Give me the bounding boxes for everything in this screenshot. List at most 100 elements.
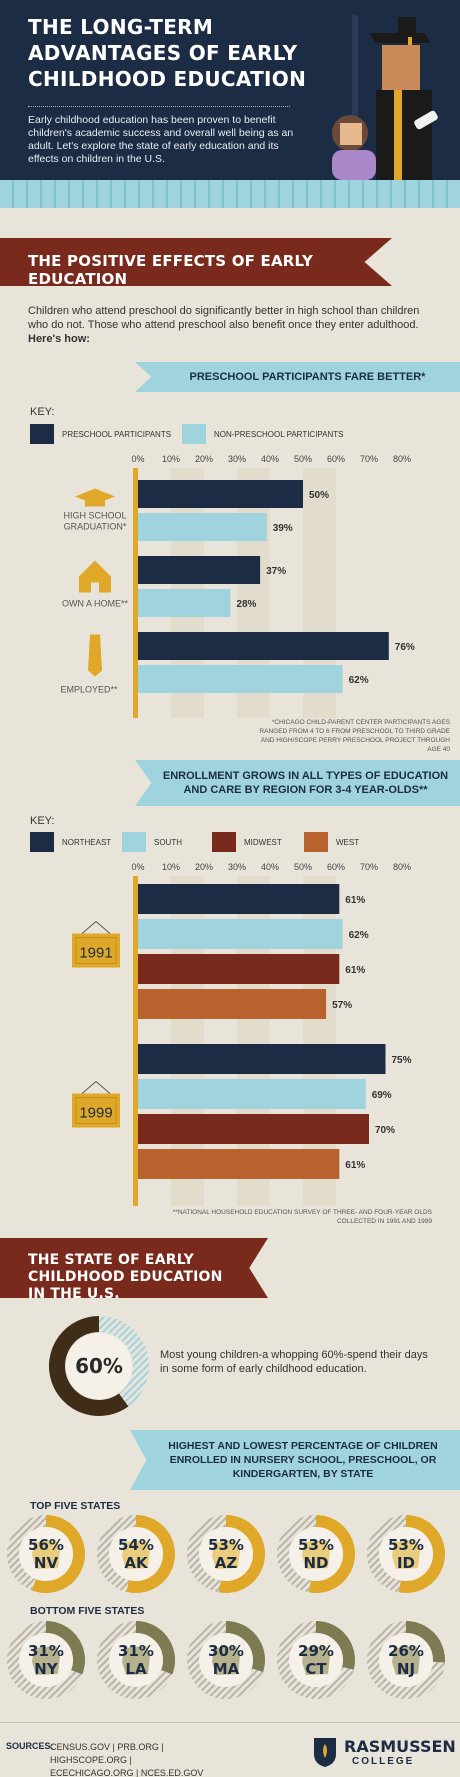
state-shape-icon [32,1646,60,1675]
state-item-id: 53% ID [366,1514,446,1594]
bar-value-label: 62% [349,675,369,686]
x-tick-label: 10% [162,454,180,464]
legend-label-west: WEST [336,837,360,847]
chart1-bar-chart: 0% 10% 20% 30% 40% 50% 60% 70% 80% 50% 39% HIGH SCH… [60,454,415,718]
legend-swatch-south [122,832,146,852]
x-tick-label: 20% [195,862,213,872]
sources-label: SOURCES: [6,1741,54,1751]
sources-list: CENSUS.GOV | PRB.ORG | HIGHSCOPE.ORG | E… [50,1741,230,1777]
chart1-banner: PRESCHOOL PARTICIPANTS FARE BETTER* [135,362,460,392]
legend-swatch-preschool [30,424,54,444]
section1-intro-bold: Here's how: [28,333,90,345]
x-tick-label: 40% [261,454,279,464]
hanger-line [81,1081,97,1094]
bar-non-preschool-participants-1 [138,589,231,617]
state-code: AZ [214,1554,238,1572]
bar-value-label: 61% [345,895,365,906]
bar-value-label: 28% [236,599,256,610]
x-tick-label: 50% [294,862,312,872]
chart2-key-northeast: NORTHEAST [30,832,111,852]
bar-northeast-0 [138,884,340,914]
state-donut-ct [277,1621,355,1699]
state-donut-az [187,1515,265,1593]
state-percent: 31% [118,1642,154,1660]
state-percent: 30% [208,1642,244,1660]
top-states-label: TOP FIVE STATES [30,1500,121,1512]
state-item-az: 53% AZ [186,1514,266,1594]
x-tick-label: 80% [393,454,411,464]
state-percent: 53% [208,1536,244,1554]
graduates-illustration-icon [332,15,438,180]
state-code: MA [212,1660,240,1678]
state-donut-value-slice [405,1621,445,1663]
state-item-nj: 26% NJ [366,1620,446,1700]
bar-midwest-1 [138,1114,369,1144]
states-banner: HIGHEST AND LOWEST PERCENTAGE OF CHILDRE… [130,1430,460,1490]
state-percent: 31% [28,1642,64,1660]
category-label: HIGH SCHOOL [63,511,126,521]
state-percent: 56% [28,1536,64,1554]
x-tick-label: 50% [294,454,312,464]
x-tick-label: 10% [162,862,180,872]
chart2-footnote: **NATIONAL HOUSEHOLD EDUCATION SURVEY OF… [172,1209,432,1225]
bar-midwest-0 [138,954,340,984]
state-percent: 26% [388,1642,424,1660]
state-donut-nv [7,1515,85,1593]
legend-swatch-west [304,832,328,852]
legend-swatch-northeast [30,832,54,852]
donut-center [66,1333,132,1399]
state-code: LA [125,1660,147,1678]
category-label: OWN A HOME** [62,599,129,609]
hanger-line [95,1081,111,1094]
year-sign-border [75,1097,117,1124]
x-tick-label: 20% [195,454,213,464]
category-label: EMPLOYED** [60,685,118,695]
state-donut-ma [187,1621,265,1699]
bar-non-preschool-participants-0 [138,513,267,541]
necktie-icon [88,634,102,677]
state-donut-value-slice [398,1515,445,1593]
x-tick-label: 80% [393,862,411,872]
y-axis-bar [133,468,138,718]
state-item-nv: 56% NV [6,1514,86,1594]
year-sign-icon [72,933,120,968]
state-donut-value-slice [31,1515,85,1593]
legend-label-preschool: PRESCHOOL PARTICIPANTS [62,429,172,439]
bar-south-0 [138,919,343,949]
year-label: 1991 [79,945,112,962]
bar-preschool-participants-2 [138,632,389,660]
state-shape-icon [122,1540,150,1569]
x-tick-label: 70% [360,862,378,872]
x-tick-label: 30% [228,454,246,464]
bar-value-label: 62% [349,930,369,941]
x-tick-label: 60% [327,862,345,872]
top-states-row: 56% NV 54% AK 53% AZ 53% ND 53% ID [0,1514,460,1602]
chart1-footnote: *CHICAGO CHILD-PARENT CENTER PARTICIPANT… [259,719,450,753]
donut-60pct-slice [49,1316,129,1416]
enrollment-donut-chart: 60% [49,1316,149,1416]
state-code: AK [124,1554,148,1572]
legend-label-midwest: MIDWEST [244,837,282,847]
state-donut-value-slice [135,1621,175,1675]
state-donut-value-slice [225,1621,265,1673]
state-shape-icon [302,1646,330,1675]
year-sign-icon [72,1093,120,1128]
chart2-key-west: WEST [304,832,359,852]
x-tick-label: 40% [261,862,279,872]
chart1-banner-label: PRESCHOOL PARTICIPANTS FARE BETTER* [189,371,426,383]
sources-line-2: ECECHICAGO.ORG | NCES.ED.GOV [50,1768,204,1777]
chart1-key-label: KEY: [30,406,55,418]
x-tick-label: 70% [360,454,378,464]
state-item-ct: 29% CT [276,1620,356,1700]
donut-center-label: 60% [75,1354,123,1378]
chart1-key-preschool: PRESCHOOL PARTICIPANTS [30,424,171,444]
category-label: GRADUATION* [64,522,127,532]
house-icon [79,560,111,593]
page-title: THE LONG-TERM ADVANTAGES OF EARLY CHILDH… [28,15,307,91]
x-tick-label: 60% [327,454,345,464]
chart1-key-non-preschool: NON-PRESCHOOL PARTICIPANTS [182,424,344,444]
chart2-key-label: KEY: [30,815,55,827]
hanger-line [95,921,111,934]
state-donut-value-slice [126,1515,175,1593]
bar-west-1 [138,1149,340,1179]
